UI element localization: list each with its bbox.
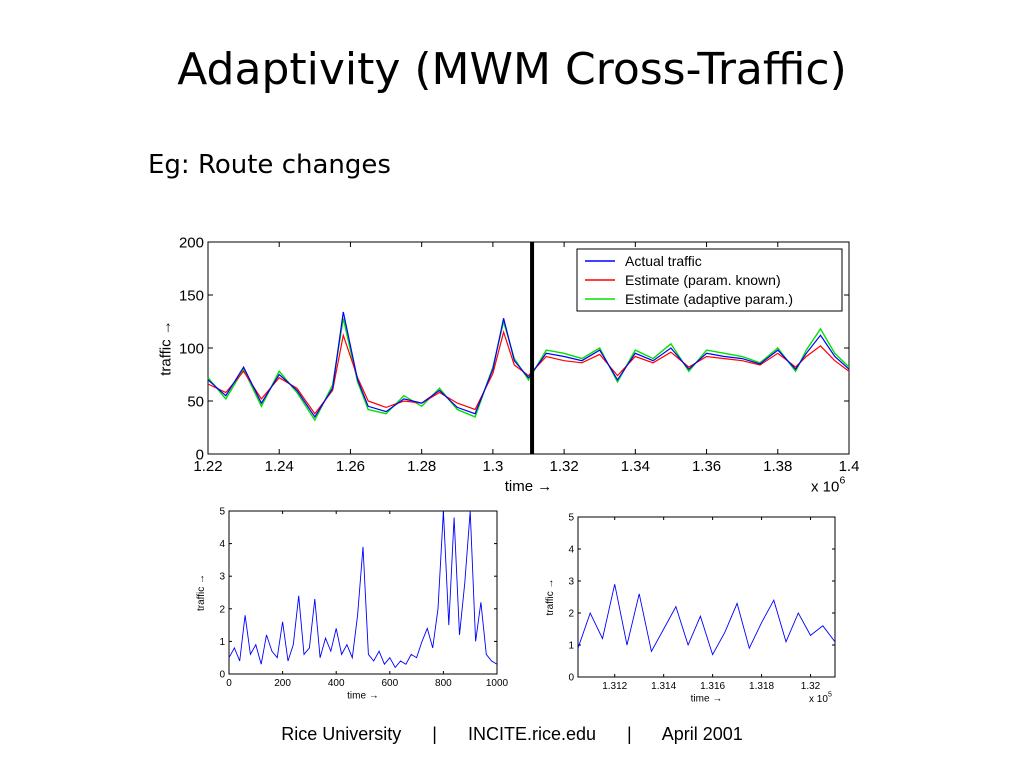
y-tick-label: 100 bbox=[179, 340, 204, 357]
x-axis-label: time → bbox=[347, 691, 379, 702]
legend-label: Estimate (param. known) bbox=[625, 272, 781, 288]
x-tick-label: 1.32 bbox=[550, 458, 579, 475]
x-exponent-label: x 10 bbox=[811, 479, 839, 496]
x-exponent: 6 bbox=[840, 474, 846, 486]
x-tick-label: 1.34 bbox=[621, 458, 650, 475]
x-tick-label: 1.28 bbox=[407, 458, 436, 475]
y-tick-label: 50 bbox=[187, 393, 204, 410]
y-tick-label: 4 bbox=[219, 539, 225, 550]
legend-label: Actual traffic bbox=[625, 253, 702, 269]
slide-footer: Rice University | INCITE.rice.edu | Apri… bbox=[0, 724, 1024, 745]
legend-box bbox=[576, 248, 843, 312]
series-line-actual bbox=[207, 311, 850, 419]
x-tick-label: 1.314 bbox=[651, 681, 676, 692]
x-tick-label: 1.3 bbox=[482, 458, 503, 475]
y-tick-label: 2 bbox=[219, 604, 225, 615]
series-line-traffic bbox=[228, 510, 498, 669]
footer-institution: Rice University bbox=[281, 724, 402, 744]
footer-separator: | bbox=[627, 724, 632, 744]
plot-area bbox=[228, 510, 498, 675]
y-tick-label: 150 bbox=[179, 287, 204, 304]
x-tick-label: 1.36 bbox=[692, 458, 721, 475]
x-tick-label: 1.316 bbox=[700, 681, 725, 692]
footer-date: April 2001 bbox=[661, 724, 743, 744]
x-tick-label: 1.318 bbox=[749, 681, 774, 692]
x-exponent-label: x 10 bbox=[809, 694, 828, 705]
y-tick-label: 1 bbox=[568, 641, 574, 652]
x-tick-label: 200 bbox=[274, 678, 291, 689]
x-axis-label: time → bbox=[691, 694, 723, 705]
y-tick-label: 200 bbox=[179, 234, 204, 251]
x-tick-label: 400 bbox=[328, 678, 345, 689]
x-axis-label: time → bbox=[505, 478, 553, 495]
y-tick-label: 0 bbox=[568, 673, 574, 684]
x-tick-label: 600 bbox=[381, 678, 398, 689]
y-tick-label: 4 bbox=[568, 545, 574, 556]
x-tick-label: 1.4 bbox=[839, 458, 860, 475]
y-tick-label: 5 bbox=[219, 507, 225, 518]
y-tick-label: 0 bbox=[219, 670, 225, 681]
y-tick-label: 3 bbox=[568, 577, 574, 588]
series-line-traffic bbox=[577, 584, 836, 656]
slide-subtitle: Eg: Route changes bbox=[148, 150, 391, 180]
x-tick-label: 1.22 bbox=[193, 458, 222, 475]
x-tick-label: 1.38 bbox=[763, 458, 792, 475]
x-tick-label: 800 bbox=[435, 678, 452, 689]
slide-title: Adaptivity (MWM Cross-Traffic) bbox=[177, 44, 847, 95]
y-tick-label: 3 bbox=[219, 572, 225, 583]
x-tick-label: 1.24 bbox=[265, 458, 294, 475]
plot-area bbox=[577, 516, 836, 678]
footer-website: INCITE.rice.edu bbox=[467, 724, 596, 744]
y-axis-label: traffic → bbox=[196, 574, 207, 611]
x-tick-label: 1.32 bbox=[801, 681, 821, 692]
y-tick-label: 5 bbox=[568, 513, 574, 524]
x-tick-label: 0 bbox=[226, 678, 232, 689]
footer-separator: | bbox=[432, 724, 437, 744]
x-tick-label: 1.26 bbox=[336, 458, 365, 475]
y-axis-label: traffic → bbox=[158, 320, 175, 376]
y-tick-label: 1 bbox=[219, 637, 225, 648]
y-axis-label: traffic → bbox=[545, 578, 556, 615]
x-tick-label: 1.312 bbox=[602, 681, 627, 692]
x-exponent: 5 bbox=[828, 692, 832, 699]
y-tick-label: 0 bbox=[196, 446, 204, 463]
x-tick-label: 1000 bbox=[486, 678, 509, 689]
y-tick-label: 2 bbox=[568, 609, 574, 620]
legend-label: Estimate (adaptive param.) bbox=[625, 291, 793, 307]
